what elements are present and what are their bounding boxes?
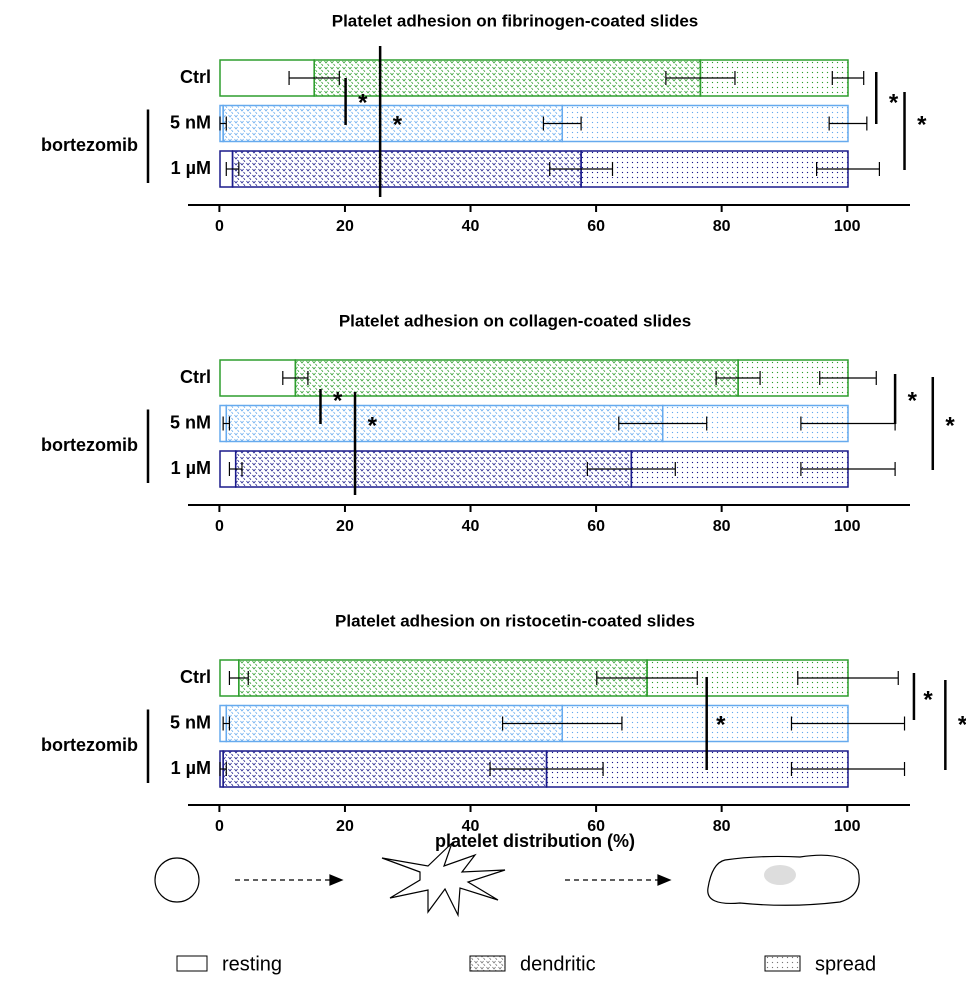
error-bar <box>790 716 906 731</box>
error-bar <box>489 762 604 776</box>
significance-star: * <box>958 711 966 738</box>
x-tick-label: 60 <box>587 518 605 535</box>
chart: Platelet adhesion on ristocetin-coated s… <box>41 611 966 850</box>
bar-segment <box>313 59 702 97</box>
y-tick-label: 1 µM <box>171 458 211 478</box>
legend-swatch <box>176 955 208 972</box>
x-tick-label: 0 <box>215 818 224 835</box>
error-bar <box>542 116 582 131</box>
x-tick-label: 80 <box>713 818 731 835</box>
significance-star: * <box>945 412 955 439</box>
bar-segment <box>294 359 739 397</box>
x-tick-label: 100 <box>834 218 861 235</box>
x-tick-label: 20 <box>336 518 354 535</box>
x-tick-label: 40 <box>462 518 480 535</box>
error-bar <box>800 462 896 476</box>
arrow-head <box>329 874 344 886</box>
significance-star: * <box>358 89 368 116</box>
error-bar <box>225 162 240 176</box>
significance-star: * <box>923 686 933 713</box>
spread-cell <box>707 854 860 906</box>
significance-star: * <box>368 412 378 439</box>
error-bar <box>288 71 340 85</box>
cell-schematic <box>154 842 860 918</box>
bar-segment <box>580 150 849 188</box>
error-bar <box>819 371 877 385</box>
x-tick-label: 80 <box>713 218 731 235</box>
x-tick-label: 0 <box>215 518 224 535</box>
legend-swatch <box>764 955 801 972</box>
chart-title: Platelet adhesion on ristocetin-coated s… <box>335 611 695 630</box>
bar-segment <box>238 659 648 697</box>
significance-star: * <box>333 387 343 414</box>
y-tick-label: 5 nM <box>170 412 211 432</box>
x-tick-label: 80 <box>713 518 731 535</box>
chart: Platelet adhesion on collagen-coated sli… <box>41 311 955 535</box>
error-bar <box>665 71 736 85</box>
error-bar <box>790 762 906 776</box>
error-bar <box>502 716 623 731</box>
group-label: bortezomib <box>41 735 138 755</box>
y-tick-label: 1 µM <box>171 158 211 178</box>
legend-label: dendritic <box>520 953 596 975</box>
x-tick-label: 20 <box>336 818 354 835</box>
x-tick-label: 40 <box>462 818 480 835</box>
error-bar <box>228 462 243 476</box>
y-tick-label: Ctrl <box>180 67 211 87</box>
error-bar <box>228 671 249 685</box>
error-bar <box>815 162 881 176</box>
significance-star: * <box>393 111 403 138</box>
resting-cell <box>154 857 200 903</box>
x-tick-label: 40 <box>462 218 480 235</box>
group-label: bortezomib <box>41 135 138 155</box>
y-tick-label: 5 nM <box>170 112 211 132</box>
bar-segment <box>225 404 664 443</box>
x-tick-label: 60 <box>587 218 605 235</box>
error-bar <box>222 416 231 431</box>
group-label: bortezomib <box>41 435 138 455</box>
bar-segment <box>231 150 582 188</box>
x-axis-label: platelet distribution (%) <box>435 831 635 851</box>
legend-swatch <box>469 955 506 972</box>
x-tick-label: 60 <box>587 818 605 835</box>
legend-label: resting <box>222 953 282 975</box>
bar-segment <box>222 104 564 143</box>
significance-star: * <box>889 89 899 116</box>
legend <box>176 955 801 972</box>
y-tick-label: Ctrl <box>180 367 211 387</box>
error-bar <box>715 371 761 385</box>
error-bar <box>618 416 708 431</box>
error-bar <box>797 671 899 685</box>
x-tick-label: 0 <box>215 218 224 235</box>
chart: Platelet adhesion on fibrinogen-coated s… <box>41 11 927 235</box>
error-bar <box>549 162 614 176</box>
error-bar <box>222 716 231 731</box>
significance-star: * <box>908 387 918 414</box>
significance-star: * <box>917 111 927 138</box>
y-tick-label: 5 nM <box>170 712 211 732</box>
dendritic-cell <box>381 842 506 918</box>
error-bar <box>586 462 676 476</box>
bar-segment <box>234 450 633 488</box>
legend-label: spread <box>815 953 876 975</box>
error-bar <box>596 671 698 685</box>
granules <box>764 865 796 885</box>
significance-star: * <box>716 711 726 738</box>
error-bar <box>831 71 865 85</box>
x-tick-label: 20 <box>336 218 354 235</box>
chart-title: Platelet adhesion on collagen-coated sli… <box>339 311 691 330</box>
x-tick-label: 100 <box>834 818 861 835</box>
error-bar <box>282 371 309 385</box>
arrow-head <box>657 874 672 886</box>
x-tick-label: 100 <box>834 518 861 535</box>
error-bar <box>219 762 227 776</box>
y-tick-label: 1 µM <box>171 758 211 778</box>
bar-segment <box>561 104 849 143</box>
error-bar <box>828 116 868 131</box>
error-bar <box>219 116 227 131</box>
y-tick-label: Ctrl <box>180 667 211 687</box>
chart-title: Platelet adhesion on fibrinogen-coated s… <box>332 11 699 30</box>
